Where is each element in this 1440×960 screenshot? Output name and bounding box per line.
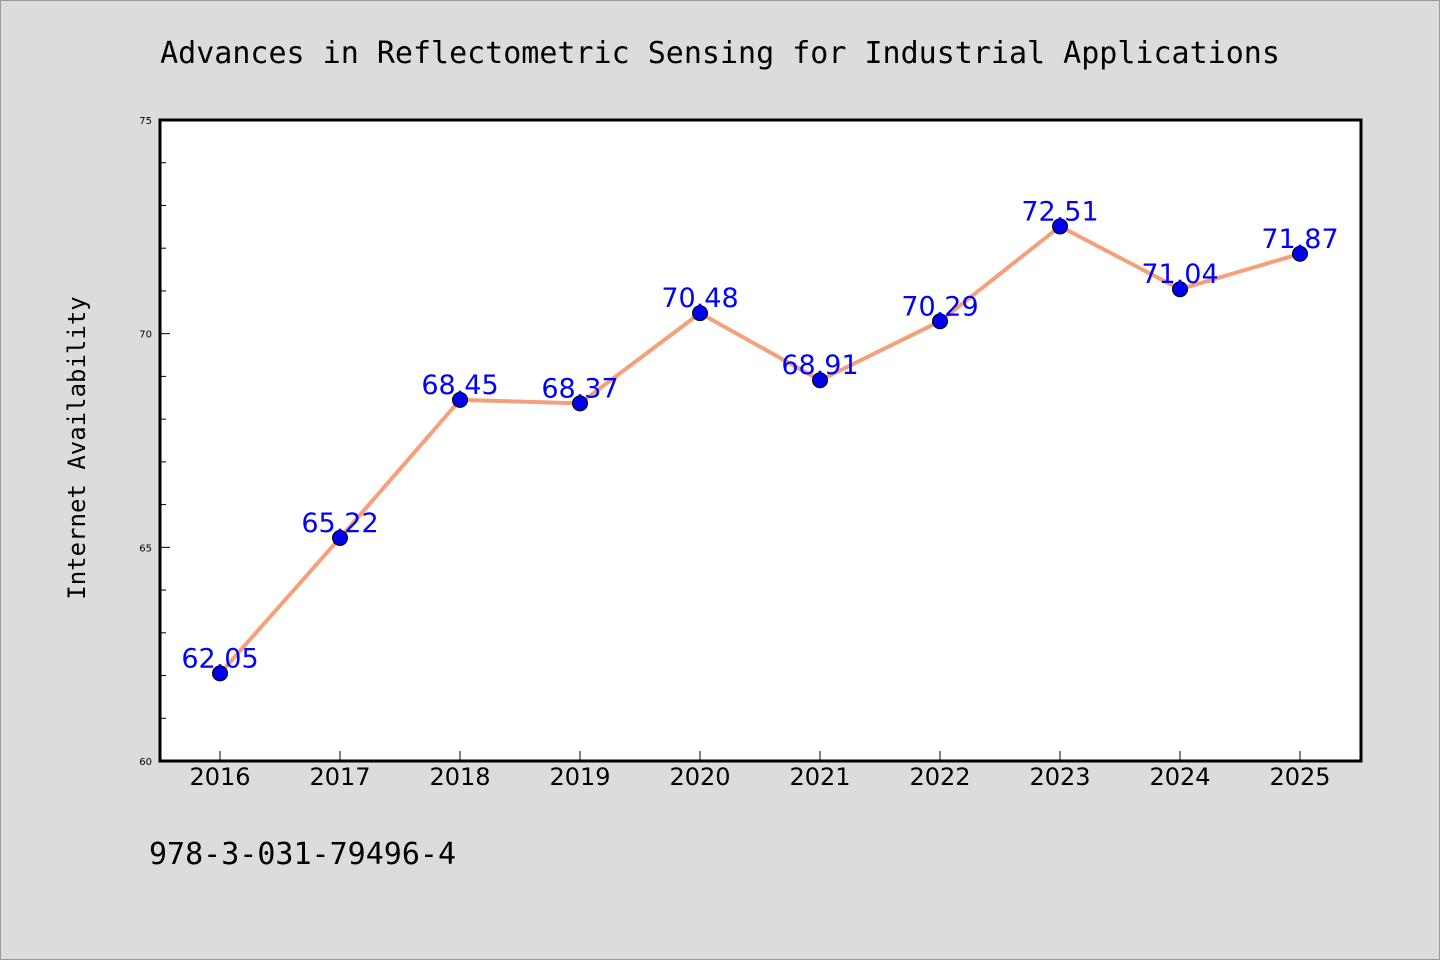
isbn-text: 978-3-031-79496-4 [149,837,456,872]
data-point-label: 65.22 [301,508,378,539]
x-tick-label: 2022 [909,763,970,791]
plot-area [160,120,1361,761]
data-point-marker [1292,245,1308,262]
chart-title: Advances in Reflectometric Sensing for I… [160,36,1280,71]
data-point-marker [932,313,948,330]
x-tick-label: 2017 [309,763,370,791]
x-tick-label: 2024 [1149,763,1210,791]
x-tick-label: 2023 [1029,763,1090,791]
series-layer: 62.05 65.22 68.45 68.37 70.48 68.91 70.29 72.51… [181,196,1339,682]
data-point-marker [212,665,228,682]
y-tick-label: 70 [139,330,152,341]
data-point-label: 68.37 [541,373,618,404]
data-point-marker [332,529,348,546]
y-tick-label: 60 [139,757,152,768]
data-point-label: 70.48 [661,283,738,314]
data-point-label: 68.45 [421,370,498,401]
data-point-marker [812,372,828,389]
x-tick-label: 2020 [669,763,730,791]
data-point-label: 68.91 [781,350,858,381]
data-point-marker [1172,281,1188,298]
x-axis: 2016 2017 2018 2019 2020 2021 2022 2023 2024 2025 [189,751,1331,791]
data-point-label: 72.51 [1021,196,1098,227]
x-tick-label: 2021 [789,763,850,791]
data-point-marker [452,391,468,408]
data-point-label: 70.29 [901,291,978,322]
x-tick-label: 2016 [189,763,250,791]
data-point-label: 71.87 [1261,224,1338,255]
data-point-marker [692,305,708,322]
y-axis-label: Internet Availability [63,296,91,599]
x-tick-label: 2019 [549,763,610,791]
series-line [218,224,1301,675]
data-point-marker [572,395,588,412]
x-tick-label: 2018 [429,763,490,791]
data-point-marker [1052,218,1068,235]
plot-border [158,118,1363,763]
data-point-label: 71.04 [1141,259,1218,290]
y-tick-label: 65 [139,543,152,554]
data-point-label: 62.05 [181,643,258,674]
y-tick-label: 75 [139,116,152,127]
x-tick-label: 2025 [1269,763,1330,791]
